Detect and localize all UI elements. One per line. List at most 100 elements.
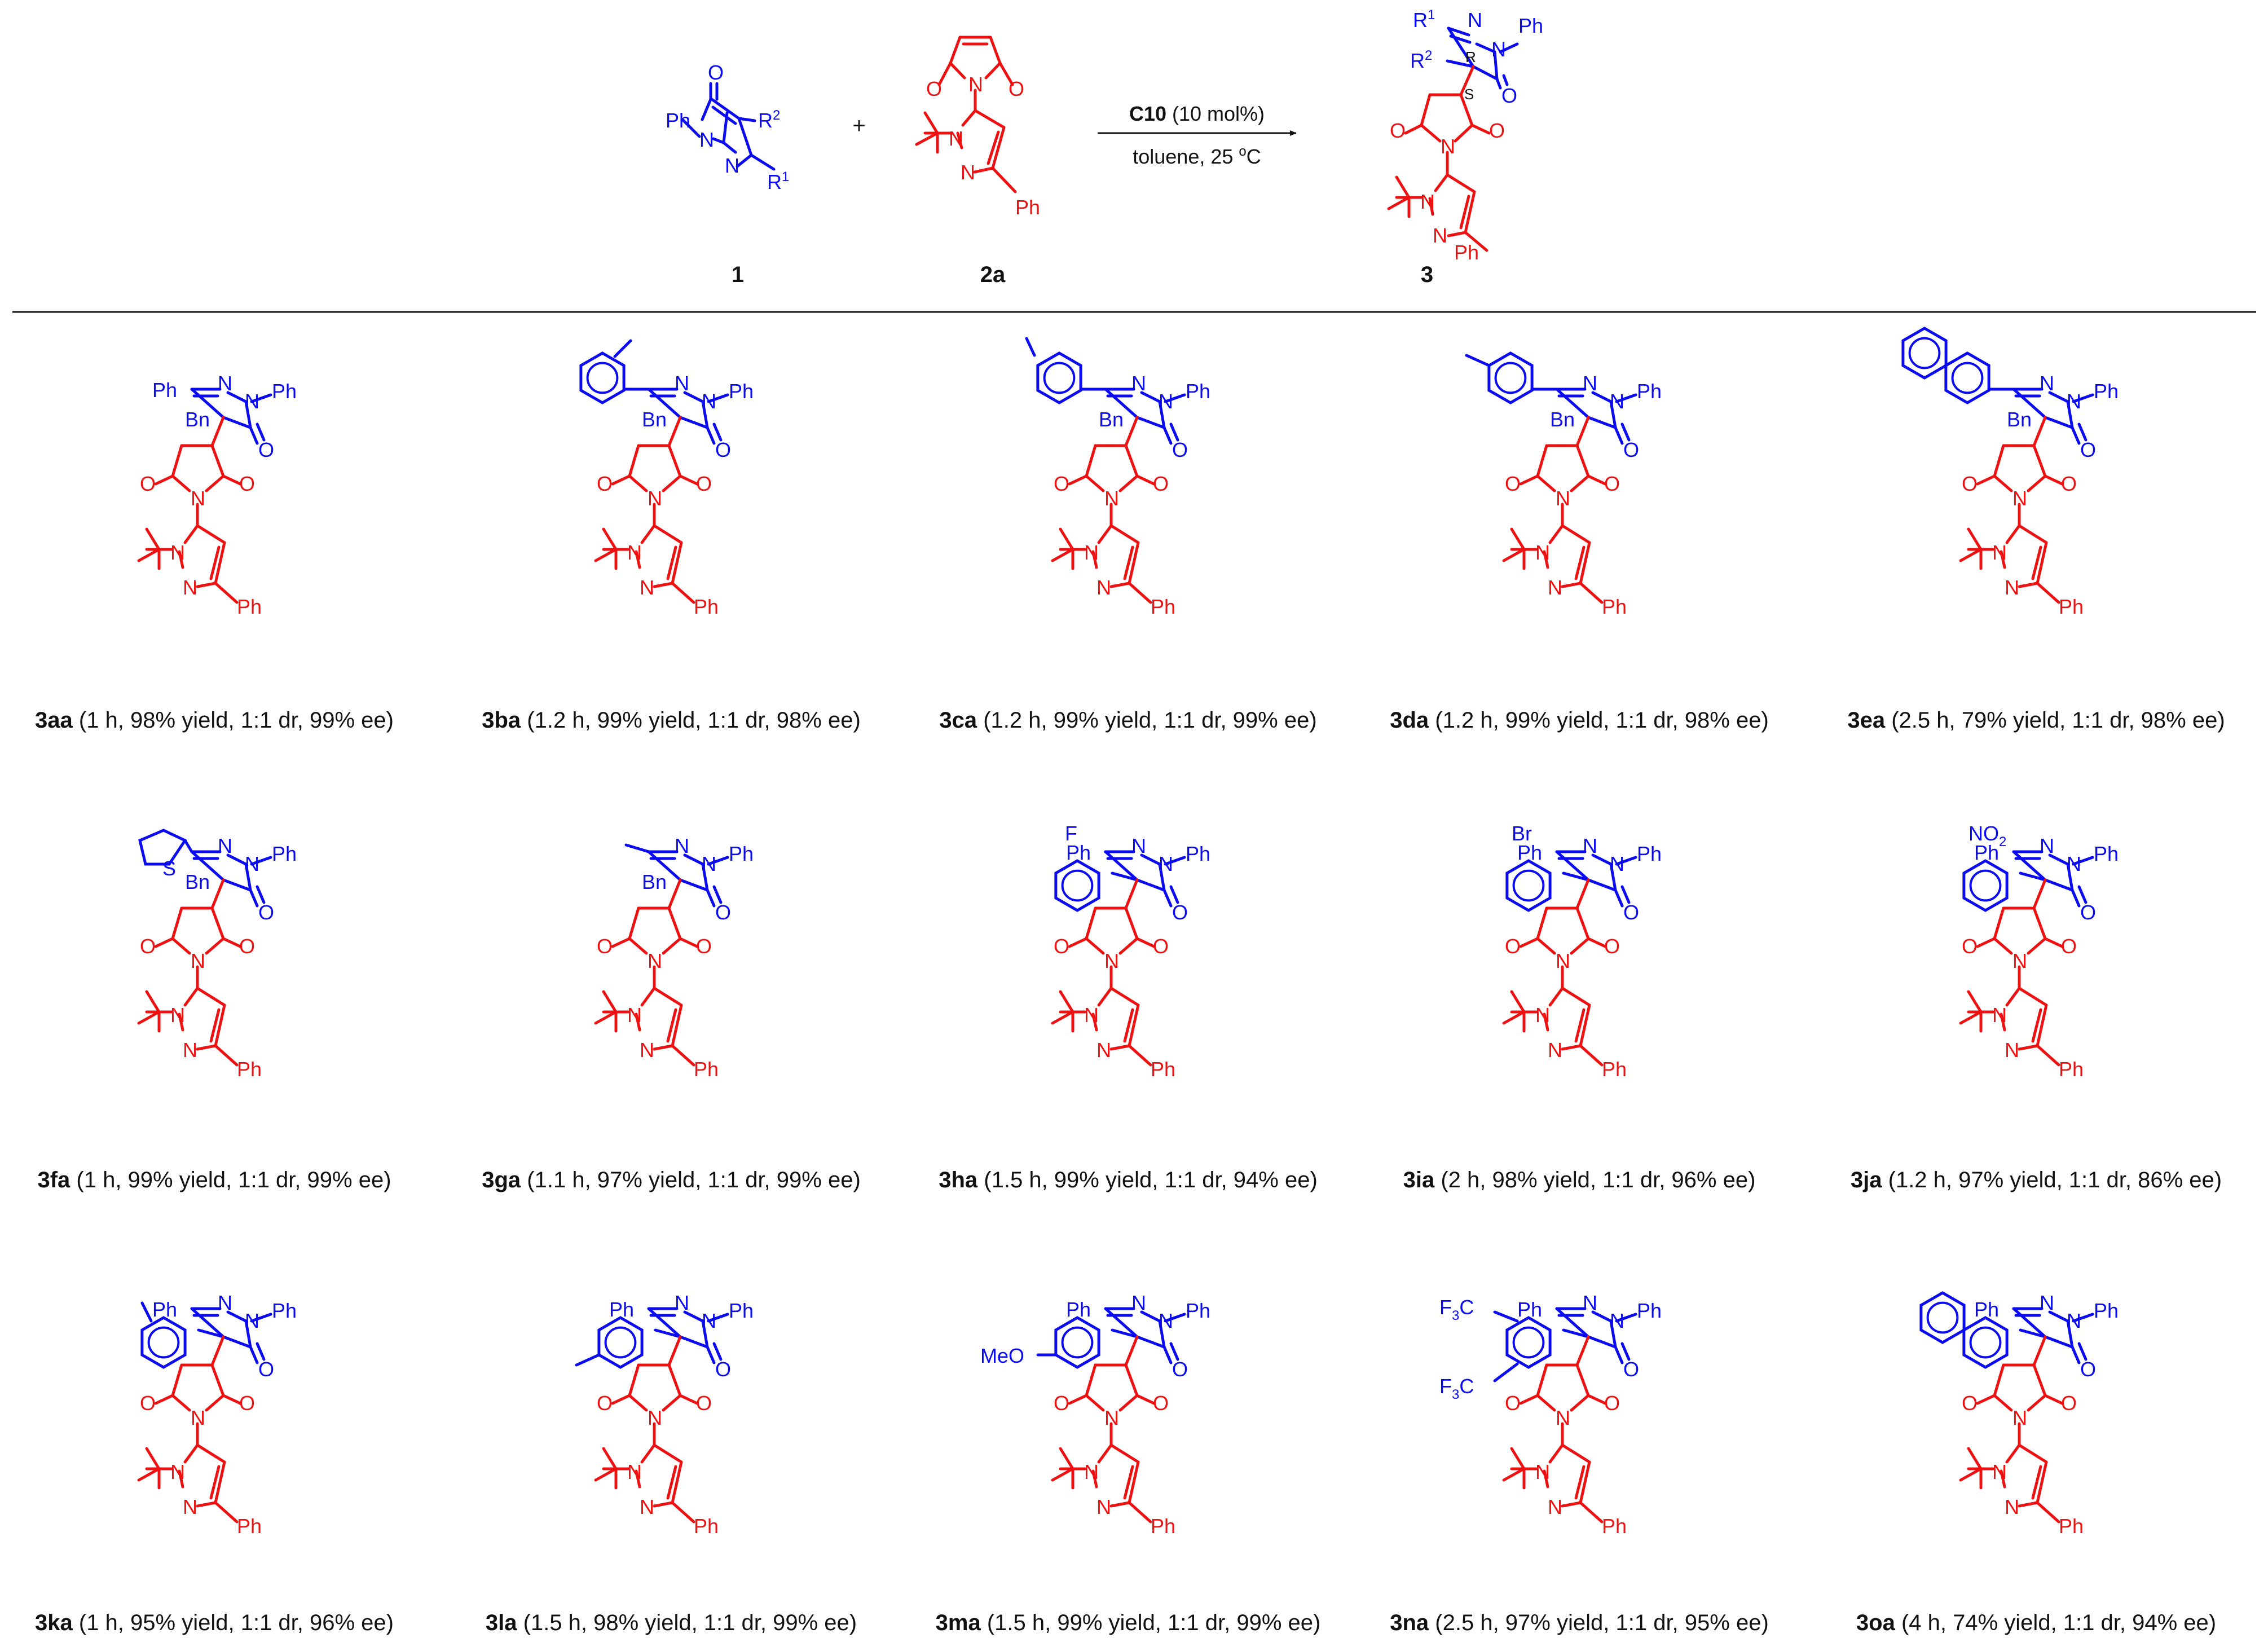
n-atom: N — [675, 834, 689, 857]
pyrazole-phenyl-label: Ph — [1602, 1514, 1627, 1538]
n-phenyl-label: Ph — [272, 380, 297, 403]
entry-caption-3na: 3na (2.5 h, 97% yield, 1:1 dr, 95% ee) — [1390, 1610, 1769, 1635]
entry-id: 3na — [1390, 1610, 1429, 1635]
p3-o1-atom: O — [1390, 119, 1406, 142]
pyrazole-n-atom: N — [1992, 1460, 2007, 1483]
imide-n-atom: N — [2012, 949, 2027, 972]
bonds — [1562, 871, 1590, 882]
imide-n-atom: N — [1556, 1406, 1570, 1429]
pyrazole-phenyl-label: Ph — [694, 1058, 719, 1081]
bonds — [1051, 878, 1156, 1067]
benzene-ring — [1505, 1316, 1552, 1369]
bonds — [1562, 1328, 1590, 1339]
pyrazole-n-atom: N — [2005, 1038, 2019, 1062]
entry-details: (1.1 h, 97% yield, 1:1 dr, 99% ee) — [527, 1168, 860, 1192]
n-atom: N — [1583, 1291, 1597, 1314]
p3-stereo-s: S — [1464, 86, 1474, 103]
imide-o-atom: O — [696, 472, 712, 495]
benzene-ring — [140, 1316, 187, 1369]
bonds — [1555, 850, 1637, 908]
pyrazole-n-atom: N — [627, 541, 642, 564]
bonds — [1465, 354, 1491, 367]
carbonyl-o-atom: O — [715, 1358, 731, 1381]
aromatic-circle — [1512, 1326, 1545, 1359]
pyrazole-n-atom: N — [170, 1460, 185, 1483]
entry-id: 3la — [486, 1610, 517, 1635]
benzyl-label: Bn — [642, 870, 667, 893]
n-atom: N — [2040, 1291, 2054, 1314]
n-atom: N — [1610, 1309, 1624, 1332]
n-phenyl-label: Ph — [1637, 842, 1662, 865]
aromatic-circle — [1951, 362, 1984, 394]
carbonyl-o-atom: O — [2080, 438, 2096, 461]
entry-id: 3ea — [1847, 708, 1885, 733]
aromatic-circle — [1043, 362, 1076, 394]
entry-details: (1.2 h, 97% yield, 1:1 dr, 86% ee) — [1888, 1168, 2222, 1192]
n-atom: N — [2067, 390, 2081, 413]
r2-n1-atom: N — [949, 127, 963, 150]
pyrazole-n-atom: N — [1084, 1003, 1099, 1027]
r1-ph-label: Ph — [666, 109, 690, 132]
pyrazole-n-atom: N — [170, 1003, 185, 1027]
pyrazole-n-atom: N — [1084, 1460, 1099, 1483]
bonds — [2012, 388, 2094, 445]
n-atom: N — [1131, 372, 1146, 395]
aromatic-circle — [1969, 1326, 2002, 1359]
imide-o-atom: O — [239, 472, 255, 495]
entry-id: 3oa — [1856, 1610, 1896, 1635]
pyrazole-n-atom: N — [170, 541, 185, 564]
bromo-label: Br — [1512, 822, 1532, 845]
n-phenyl-label: Ph — [2094, 842, 2119, 865]
cf3-label: F3C — [1439, 1296, 1474, 1323]
imide-n-atom: N — [191, 487, 205, 510]
entry-id: 3ia — [1403, 1168, 1435, 1192]
bonds — [1555, 1307, 1637, 1364]
bonds — [137, 416, 242, 604]
imide-n-atom: N — [2012, 1406, 2027, 1429]
thiophene-s-atom: S — [162, 857, 176, 880]
r2-n2-atom: N — [961, 161, 975, 184]
pyrazole-n-atom: N — [1535, 1003, 1550, 1027]
imide-o-atom: O — [1604, 1392, 1620, 1415]
p3-ph-label: Ph — [1454, 241, 1479, 264]
bonds — [594, 1335, 699, 1524]
entry-caption-3aa: 3aa (1 h, 98% yield, 1:1 dr, 99% ee) — [35, 708, 394, 733]
n-atom: N — [1159, 390, 1173, 413]
carbonyl-o-atom: O — [715, 438, 731, 461]
n-atom: N — [2040, 834, 2054, 857]
imide-o-atom: O — [1153, 472, 1169, 495]
catalyst-line: C10 (10 mol%) — [1129, 102, 1265, 125]
bonds — [594, 878, 699, 1067]
p3-n1-atom: N — [1468, 8, 1482, 32]
imide-o-atom: O — [2061, 472, 2077, 495]
product-3-structure: R1 R2 N N Ph O R S O O N N N Ph — [1387, 7, 1543, 264]
entry-details: (1 h, 95% yield, 1:1 dr, 96% ee) — [79, 1610, 394, 1635]
n-phenyl-label: Ph — [272, 1299, 297, 1322]
bonds — [1111, 871, 1139, 882]
p3-ph-n-label: Ph — [1518, 14, 1543, 37]
carbonyl-o-atom: O — [258, 901, 274, 924]
aromatic-circle — [1494, 362, 1527, 394]
pyrazole-n-atom: N — [627, 1003, 642, 1027]
entry-details: (2 h, 98% yield, 1:1 dr, 96% ee) — [1441, 1168, 1755, 1192]
bonds — [2019, 871, 2047, 882]
n-phenyl-label: Ph — [729, 842, 754, 865]
p3-n2-atom: N — [1491, 38, 1506, 61]
bonds — [654, 1328, 682, 1339]
carbonyl-o-atom: O — [1172, 901, 1188, 924]
bonds — [137, 878, 242, 1067]
pyrazole-n-atom: N — [640, 1495, 654, 1518]
pyrazole-n-atom: N — [1548, 1495, 1562, 1518]
bonds — [190, 850, 272, 908]
n-atom: N — [1159, 852, 1173, 875]
n-atom: N — [218, 1291, 232, 1314]
imide-o-atom: O — [1604, 472, 1620, 495]
entry-id: 3ja — [1851, 1168, 1882, 1192]
benzene-ring — [1505, 859, 1552, 912]
n-atom: N — [218, 372, 232, 395]
n-atom: N — [675, 372, 689, 395]
bonds — [1502, 1335, 1607, 1524]
imide-o-atom: O — [1054, 472, 1069, 495]
